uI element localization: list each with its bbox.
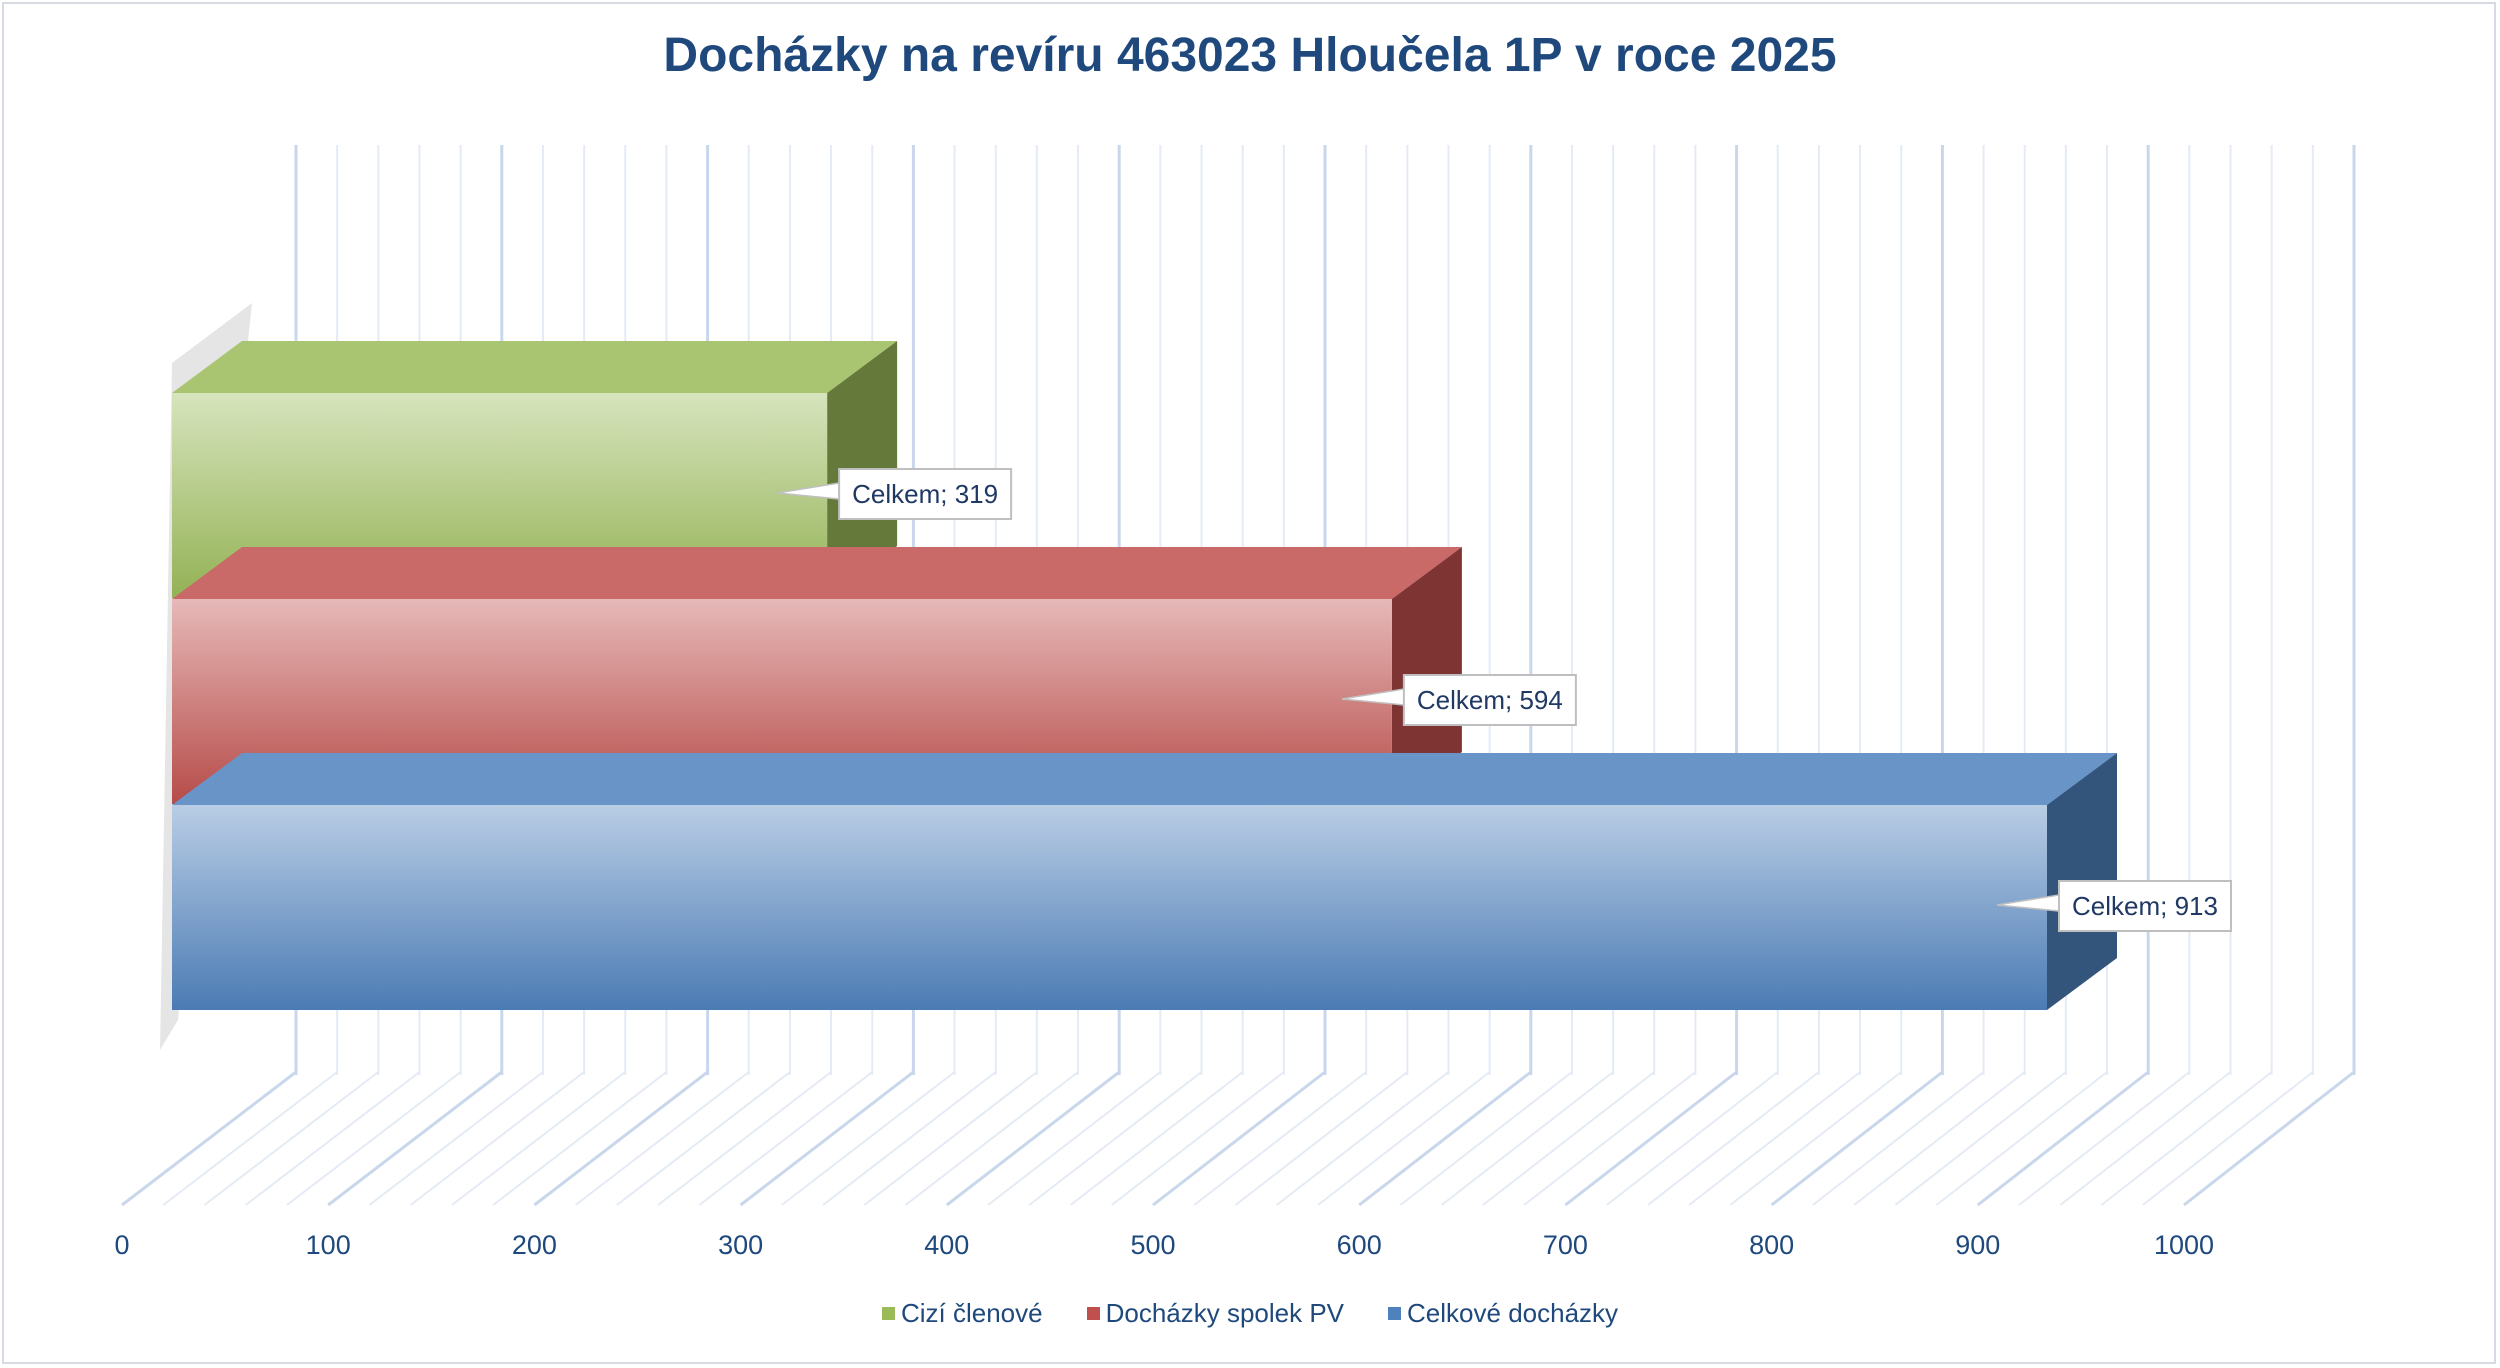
floor-gridline bbox=[1770, 1070, 1944, 1207]
x-tick-label: 200 bbox=[512, 1230, 557, 1260]
legend-label: Cizí členové bbox=[900, 1298, 1043, 1328]
floor-gridline bbox=[1976, 1070, 2150, 1207]
legend-swatch bbox=[881, 1307, 895, 1320]
data-label: Celkem; 319 bbox=[852, 479, 998, 509]
bar-top-face bbox=[172, 753, 2117, 805]
floor-gridline bbox=[1606, 1071, 1779, 1206]
floor-gridline bbox=[162, 1071, 338, 1206]
floor-gridline bbox=[1688, 1071, 1861, 1206]
floor-gridline bbox=[945, 1070, 1121, 1207]
x-tick-label: 900 bbox=[1955, 1230, 2000, 1260]
data-label-box bbox=[838, 468, 1013, 520]
floor-gridline bbox=[1935, 1071, 2108, 1206]
floor-gridline bbox=[1853, 1071, 2026, 1206]
floor-gridline bbox=[657, 1071, 832, 1206]
floor-gridline bbox=[1894, 1071, 2067, 1206]
floor-gridline bbox=[1523, 1071, 1697, 1206]
floor-gridline bbox=[1111, 1071, 1285, 1206]
legend-swatch bbox=[1086, 1307, 1100, 1320]
floor-gridline bbox=[616, 1071, 791, 1206]
floor-gridline bbox=[2183, 1070, 2355, 1207]
x-tick-label: 500 bbox=[1130, 1230, 1175, 1260]
floor-gridline bbox=[1069, 1071, 1244, 1206]
floor-gridline bbox=[698, 1071, 873, 1206]
floor-gridline bbox=[739, 1070, 915, 1207]
x-tick-label: 700 bbox=[1543, 1230, 1588, 1260]
data-label-box bbox=[1402, 674, 1577, 726]
floor-gridline bbox=[904, 1071, 1079, 1206]
legend-item: Cizí členové bbox=[881, 1298, 1043, 1329]
x-tick-label: 1000 bbox=[2154, 1230, 2214, 1260]
floor-gridline bbox=[2100, 1071, 2273, 1206]
floor-gridline bbox=[203, 1071, 379, 1206]
floor-gridline bbox=[1276, 1071, 1450, 1206]
floor-gridline bbox=[1028, 1071, 1203, 1206]
x-tick-label: 300 bbox=[718, 1230, 763, 1260]
x-tick-label: 0 bbox=[114, 1230, 129, 1260]
floor-gridline bbox=[1812, 1071, 1985, 1206]
floor-gridline bbox=[533, 1070, 709, 1207]
floor-gridline bbox=[286, 1071, 462, 1206]
floor-gridline bbox=[1193, 1071, 1367, 1206]
floor-gridline bbox=[451, 1071, 626, 1206]
data-labels: Celkem; 913 Celkem; 594 Celkem; 319 bbox=[777, 468, 2232, 932]
floor-gridline bbox=[1441, 1071, 1614, 1206]
floor-gridline bbox=[327, 1070, 503, 1207]
floor-gridline bbox=[410, 1071, 585, 1206]
floor-gridline bbox=[1358, 1070, 1532, 1207]
data-label: Celkem; 913 bbox=[2072, 891, 2218, 921]
floor-gridline bbox=[575, 1071, 750, 1206]
floor-gridline bbox=[1152, 1070, 1326, 1207]
floor-gridline bbox=[1647, 1071, 1820, 1206]
x-tick-label: 600 bbox=[1337, 1230, 1382, 1260]
x-tick-label: 800 bbox=[1749, 1230, 1794, 1260]
x-tick-label: 400 bbox=[924, 1230, 969, 1260]
floor-gridline bbox=[987, 1071, 1161, 1206]
floor-gridline bbox=[2018, 1071, 2190, 1206]
chart-legend: Cizí členové Docházky spolek PV Celkové do… bbox=[0, 1298, 2500, 1329]
data-label-box bbox=[2058, 880, 2232, 932]
floor-gridline bbox=[2142, 1071, 2314, 1206]
floor-gridline bbox=[781, 1071, 956, 1206]
legend-item: Celkové docházky bbox=[1388, 1298, 1618, 1329]
floor-gridline bbox=[121, 1070, 297, 1207]
floor-gridline bbox=[492, 1071, 668, 1206]
legend-item: Docházky spolek PV bbox=[1086, 1298, 1345, 1329]
x-axis-ticks: 0 100 200 300 400 500 600 700 800 900 1000 bbox=[114, 1230, 2214, 1260]
bar-top-face bbox=[172, 341, 898, 393]
bar bbox=[172, 805, 2047, 1010]
floor-gridline bbox=[863, 1071, 1038, 1206]
floor-gridline bbox=[1729, 1071, 1902, 1206]
floor-gridline bbox=[368, 1071, 544, 1206]
chart-title: Docházky na revíru 463023 Hloučela 1P v … bbox=[663, 29, 1837, 82]
legend-swatch bbox=[1388, 1307, 1402, 1320]
legend-label: Celkové docházky bbox=[1407, 1298, 1619, 1328]
bar-0 bbox=[172, 753, 2117, 1010]
floor-gridline bbox=[1482, 1071, 1655, 1206]
legend-label: Docházky spolek PV bbox=[1105, 1298, 1345, 1328]
floor-gridline bbox=[1399, 1071, 1573, 1206]
bar-top-face bbox=[172, 547, 1462, 599]
floor-gridline bbox=[2059, 1071, 2232, 1206]
floor-gridline bbox=[1234, 1071, 1408, 1206]
floor-gridline bbox=[1317, 1071, 1491, 1206]
data-label: Celkem; 594 bbox=[1417, 685, 1563, 715]
floor-gridline bbox=[1564, 1070, 1738, 1207]
x-tick-label: 100 bbox=[306, 1230, 351, 1260]
floor-gridline bbox=[822, 1071, 997, 1206]
floor-gridline bbox=[245, 1071, 421, 1206]
